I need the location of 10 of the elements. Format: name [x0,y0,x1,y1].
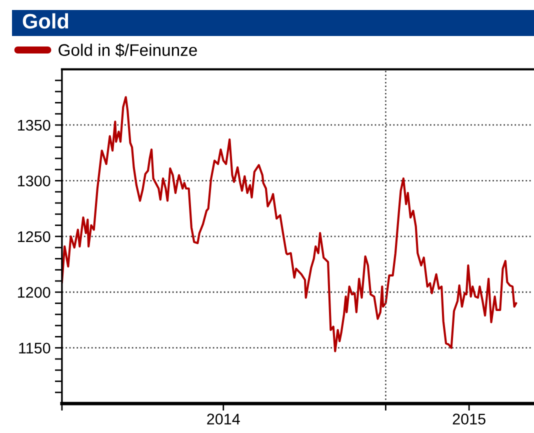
chart-title: Gold [22,13,68,29]
x-tick-label: 2014 [207,414,240,424]
y-tick-label: 1200 [18,287,50,298]
y-tick-label: 1150 [19,342,50,354]
legend-label: Gold in $/Feinunze [58,43,197,57]
y-tick-label: 1350 [18,120,50,131]
line-series [62,96,518,352]
x-tick-label: 2015 [452,414,486,424]
y-tick-label: 1300 [18,176,50,186]
y-tick-label: 1250 [18,231,50,242]
